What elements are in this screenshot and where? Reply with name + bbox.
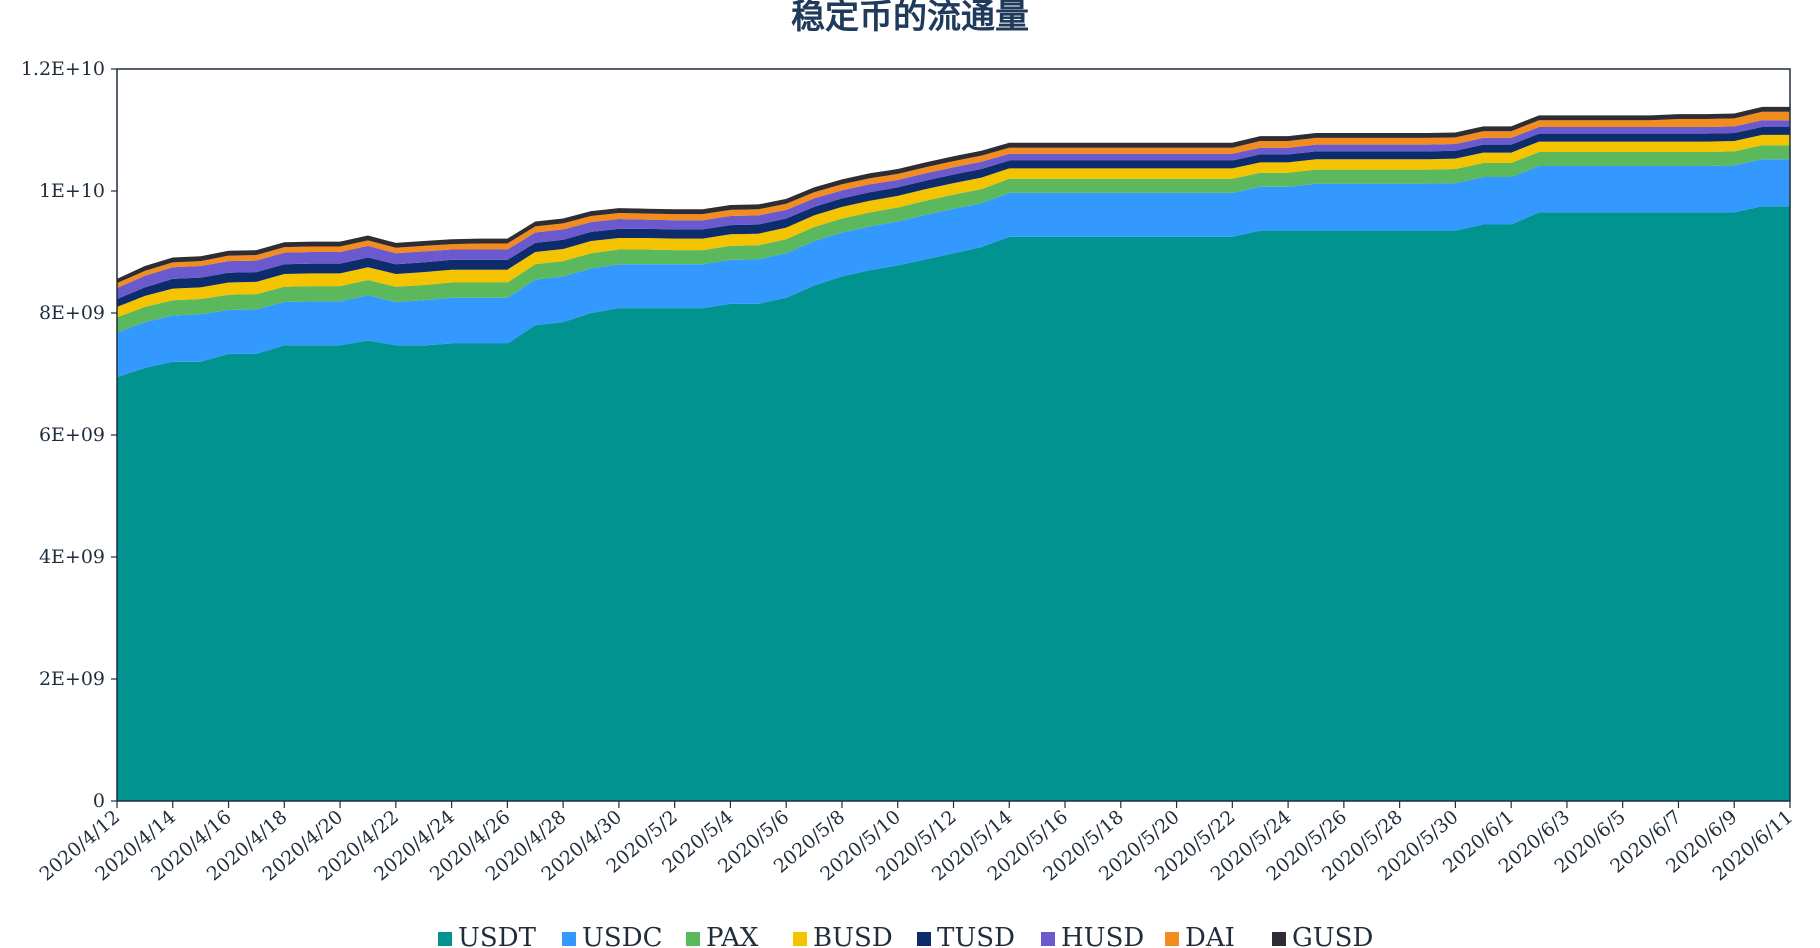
legend-label: PAX bbox=[706, 923, 759, 948]
legend-swatch bbox=[1272, 932, 1286, 946]
area-usdc bbox=[117, 159, 1790, 378]
y-tick-label: 4E+09 bbox=[39, 546, 105, 568]
legend-item-usdc: USDC bbox=[562, 923, 662, 948]
y-tick-label: 0 bbox=[93, 790, 105, 812]
legend: USDT USDC PAX BUSD TUSD HUSD DAI GUSD bbox=[438, 923, 1373, 948]
legend-swatch bbox=[686, 932, 700, 946]
chart-title: 稳定币的流通量 bbox=[791, 0, 1029, 37]
legend-swatch bbox=[562, 932, 576, 946]
y-tick-label: 2E+09 bbox=[39, 668, 105, 690]
y-axis: 0 2E+09 4E+09 6E+09 8E+09 1E+10 1.2E+10 bbox=[21, 58, 117, 812]
y-tick-label: 6E+09 bbox=[39, 424, 105, 446]
legend-label: GUSD bbox=[1292, 923, 1373, 948]
legend-label: USDC bbox=[582, 923, 662, 948]
legend-item-busd: BUSD bbox=[793, 923, 893, 948]
legend-label: TUSD bbox=[937, 923, 1015, 948]
legend-label: DAI bbox=[1185, 923, 1235, 948]
y-tick-label: 1.2E+10 bbox=[21, 58, 105, 80]
area-usdt bbox=[117, 206, 1790, 801]
legend-item-usdt: USDT bbox=[438, 923, 537, 948]
y-tick-label: 1E+10 bbox=[39, 180, 105, 202]
legend-item-pax: PAX bbox=[686, 923, 759, 948]
area-pax bbox=[117, 145, 1790, 333]
legend-label: USDT bbox=[458, 923, 537, 948]
legend-swatch bbox=[917, 932, 931, 946]
legend-item-gusd: GUSD bbox=[1272, 923, 1373, 948]
legend-item-dai: DAI bbox=[1165, 923, 1235, 948]
legend-label: BUSD bbox=[813, 923, 893, 948]
series-areas bbox=[117, 106, 1790, 801]
legend-swatch bbox=[793, 932, 807, 946]
legend-label: HUSD bbox=[1061, 923, 1144, 948]
legend-swatch bbox=[1165, 932, 1179, 946]
y-tick-label: 8E+09 bbox=[39, 302, 105, 324]
legend-item-tusd: TUSD bbox=[917, 923, 1015, 948]
x-axis: 2020/4/122020/4/142020/4/162020/4/182020… bbox=[35, 801, 1797, 885]
legend-swatch bbox=[438, 932, 452, 946]
legend-item-husd: HUSD bbox=[1041, 923, 1144, 948]
legend-swatch bbox=[1041, 932, 1055, 946]
